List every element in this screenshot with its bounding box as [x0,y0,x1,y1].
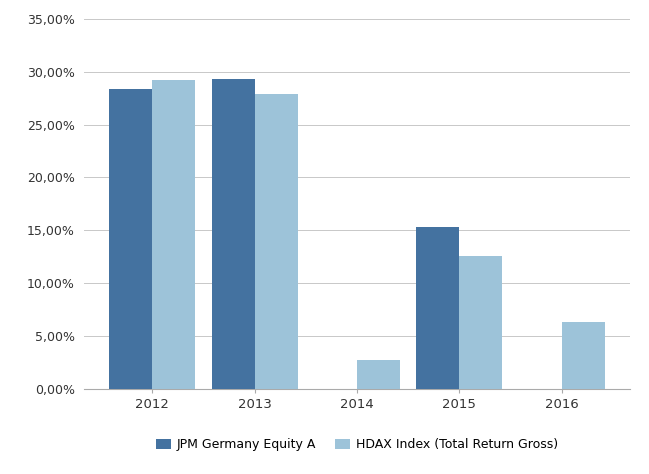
Bar [254,94,297,389]
Bar [562,322,605,389]
Bar [417,227,459,389]
Bar [212,79,254,389]
Bar [459,255,502,389]
Bar [109,89,152,389]
Bar [152,80,195,389]
Legend: JPM Germany Equity A, HDAX Index (Total Return Gross): JPM Germany Equity A, HDAX Index (Total … [151,433,563,456]
Bar [357,360,400,389]
